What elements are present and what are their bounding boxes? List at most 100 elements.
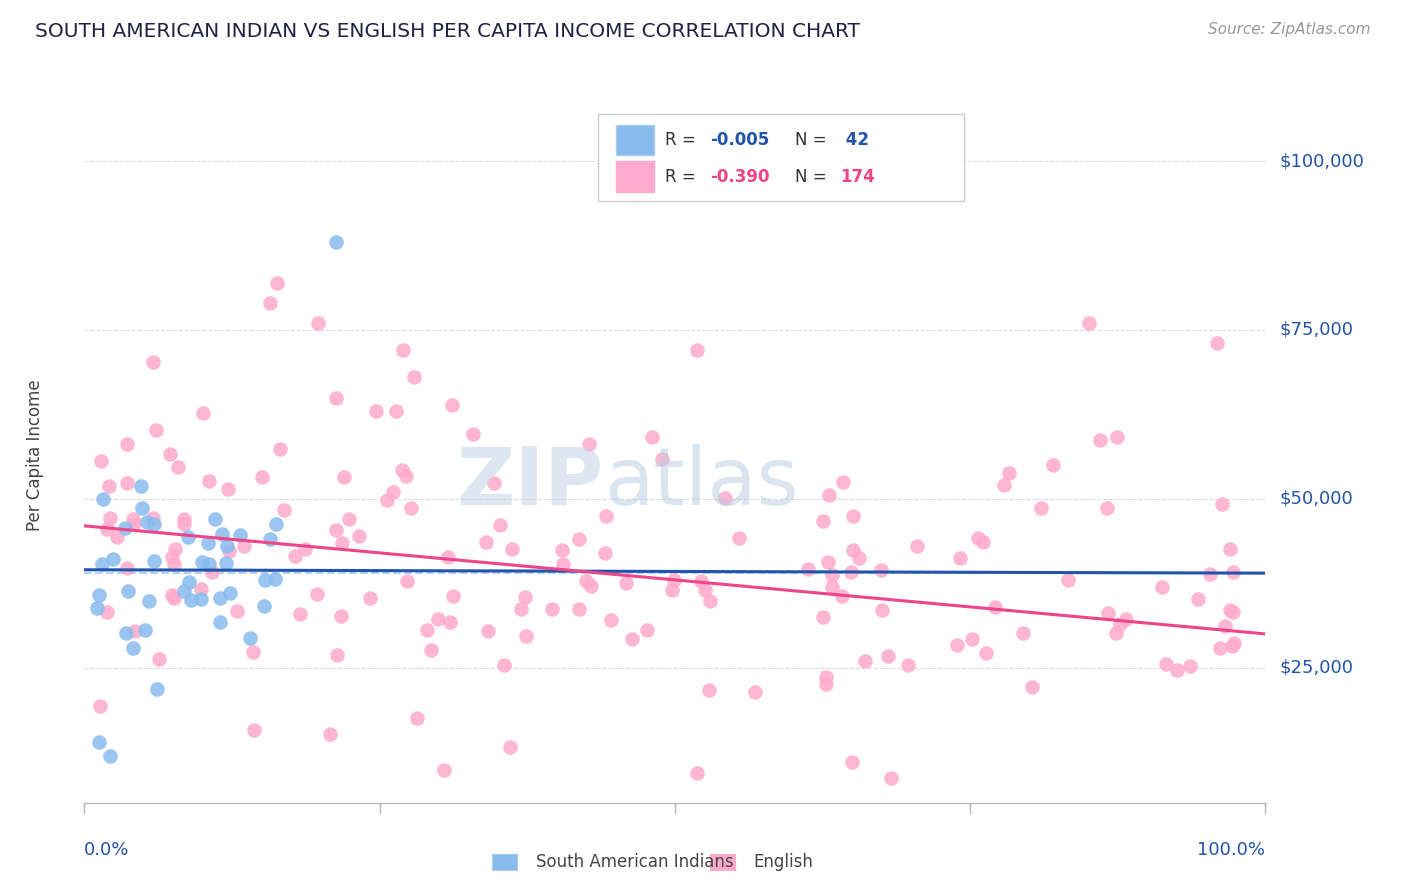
Point [817, 555, 839, 569]
Point [974, 646, 997, 660]
Point [426, 612, 449, 626]
Point [416, 623, 439, 637]
Point [266, 276, 288, 290]
Point [197, 536, 219, 550]
Point [1213, 618, 1236, 632]
Point [1187, 591, 1209, 606]
Point [347, 529, 370, 543]
Text: 42: 42 [841, 131, 869, 149]
Point [159, 447, 181, 461]
Point [325, 391, 347, 405]
Point [499, 739, 522, 754]
Text: $100,000: $100,000 [1279, 152, 1364, 170]
Text: N =: N = [796, 131, 832, 149]
Point [232, 539, 254, 553]
Point [173, 583, 195, 598]
Point [1115, 612, 1137, 626]
Point [1109, 617, 1132, 632]
Point [89, 735, 111, 749]
Point [1222, 605, 1244, 619]
Point [575, 574, 598, 588]
Point [998, 466, 1021, 480]
Point [229, 527, 252, 541]
Point [441, 589, 464, 603]
Point [1223, 636, 1246, 650]
Point [204, 512, 226, 526]
Point [190, 591, 212, 606]
Point [359, 591, 381, 605]
Point [661, 582, 683, 597]
Point [211, 526, 233, 541]
Text: -0.390: -0.390 [710, 168, 770, 186]
FancyBboxPatch shape [598, 114, 965, 201]
Point [1211, 497, 1233, 511]
Text: atlas: atlas [605, 443, 799, 522]
Text: $50,000: $50,000 [1279, 490, 1354, 508]
FancyBboxPatch shape [616, 125, 654, 155]
Text: SOUTH AMERICAN INDIAN VS ENGLISH PER CAPITA INCOME CORRELATION CHART: SOUTH AMERICAN INDIAN VS ENGLISH PER CAP… [35, 22, 860, 41]
Text: English: English [754, 853, 814, 871]
Point [697, 683, 720, 698]
Text: $75,000: $75,000 [1279, 321, 1354, 339]
Point [1011, 626, 1033, 640]
Point [395, 469, 418, 483]
Text: 174: 174 [841, 168, 875, 186]
Point [148, 651, 170, 665]
Point [515, 591, 537, 605]
Point [1208, 641, 1230, 656]
Point [1166, 663, 1188, 677]
Point [832, 475, 855, 489]
Text: R =: R = [665, 131, 702, 149]
Point [87, 588, 110, 602]
Point [329, 608, 352, 623]
Point [239, 632, 262, 646]
Point [967, 531, 990, 545]
Point [215, 556, 238, 570]
Point [841, 755, 863, 769]
Point [100, 748, 122, 763]
Point [253, 573, 276, 587]
Point [905, 539, 928, 553]
Point [217, 483, 239, 497]
Text: 0.0%: 0.0% [84, 841, 129, 859]
Point [492, 657, 515, 672]
Point [962, 632, 984, 647]
Point [142, 355, 165, 369]
Point [831, 589, 853, 603]
Point [744, 684, 766, 698]
Point [162, 550, 184, 565]
Point [515, 630, 537, 644]
Point [1152, 580, 1174, 594]
Point [620, 632, 643, 646]
Point [553, 557, 575, 571]
Point [686, 343, 709, 358]
Point [198, 474, 221, 488]
Point [695, 583, 717, 598]
Point [307, 316, 329, 330]
Point [551, 542, 574, 557]
Point [243, 723, 266, 738]
Point [193, 406, 215, 420]
Point [685, 766, 707, 780]
Point [1021, 681, 1043, 695]
Point [325, 235, 347, 249]
Point [90, 454, 112, 468]
Point [1057, 573, 1080, 587]
Text: N =: N = [796, 168, 832, 186]
Point [949, 550, 972, 565]
Point [842, 542, 865, 557]
Point [1077, 316, 1099, 330]
Point [89, 698, 111, 713]
Point [142, 511, 165, 525]
Point [1180, 659, 1202, 673]
Point [273, 503, 295, 517]
Point [143, 517, 166, 532]
Point [1219, 541, 1241, 556]
Point [252, 599, 274, 613]
Point [636, 623, 658, 637]
Point [1222, 565, 1244, 579]
Point [325, 524, 347, 538]
Point [91, 491, 114, 506]
Point [219, 586, 242, 600]
Text: R =: R = [665, 168, 702, 186]
